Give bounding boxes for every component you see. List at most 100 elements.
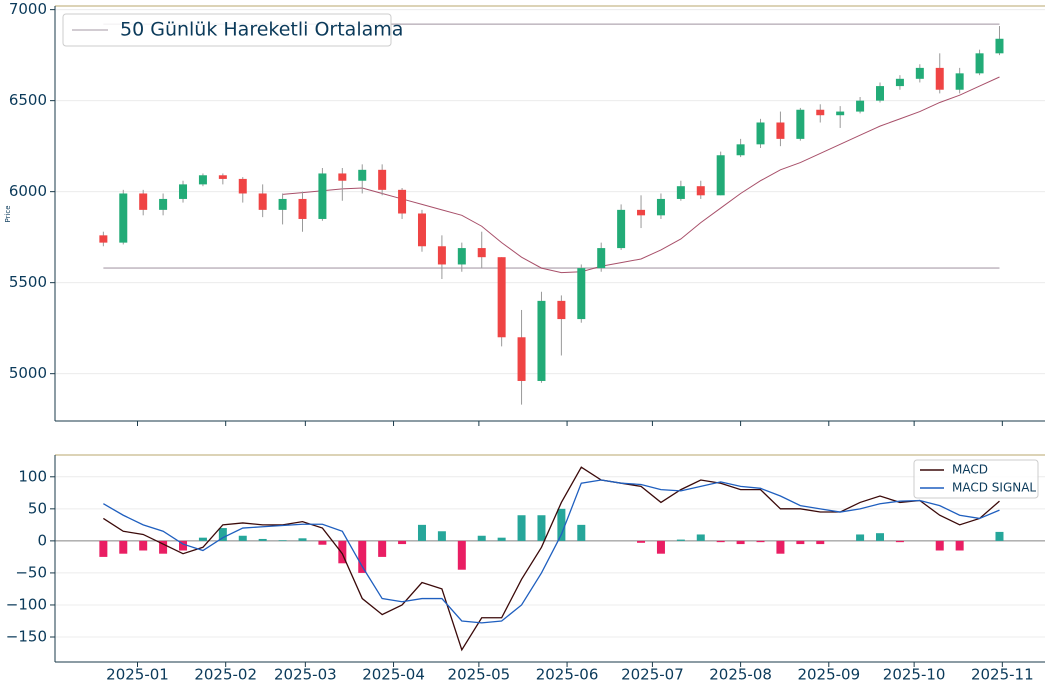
y-tick-label: 6500 [9, 91, 47, 109]
candle-body [497, 257, 506, 338]
x-tick-label: 2025-09 [797, 666, 860, 684]
candle-body [895, 78, 904, 87]
candle-body [378, 169, 387, 190]
x-tick-label: 2025-11 [971, 666, 1034, 684]
candle-body [756, 122, 765, 145]
histogram-bar [179, 540, 188, 551]
histogram-bar [457, 540, 466, 570]
candle-body [179, 184, 188, 199]
candle-body [278, 198, 287, 210]
legend-label: MACD SIGNAL [952, 481, 1036, 495]
candle-body [258, 193, 267, 210]
histogram-bar [796, 540, 805, 545]
candle-body [338, 173, 347, 181]
histogram-bar [876, 533, 884, 541]
candle-body [836, 111, 845, 116]
histogram-bar [318, 540, 327, 545]
y-tick-label: 100 [18, 467, 47, 485]
candle-body [159, 198, 168, 210]
candle-body [557, 300, 566, 320]
candle-body [995, 38, 1004, 54]
candle-body [417, 213, 426, 247]
candle-body [876, 86, 884, 101]
candle-body [577, 268, 586, 320]
candle-body [537, 300, 546, 381]
histogram-bar [417, 524, 426, 541]
candle-body [955, 73, 964, 90]
candle-body [318, 173, 327, 219]
candle-body [597, 248, 606, 269]
candle-body [696, 186, 705, 196]
histogram-bar [756, 540, 765, 543]
histogram-bar [218, 528, 227, 541]
candle-body [477, 248, 486, 258]
histogram-bar [198, 537, 207, 541]
histogram-bar [358, 540, 367, 573]
histogram-bar [637, 540, 646, 543]
candle-body [437, 246, 446, 265]
histogram-bar [816, 540, 825, 545]
x-tick-label: 2025-05 [448, 666, 511, 684]
x-tick-label: 2025-04 [362, 666, 425, 684]
candle-body [915, 67, 924, 79]
candle-body [796, 109, 805, 139]
candle-body [935, 67, 944, 90]
candle-body [457, 248, 466, 265]
histogram-bar [139, 540, 148, 551]
histogram-bar [278, 540, 287, 541]
candle-body [676, 186, 685, 199]
y-axis-label: Price [4, 205, 12, 222]
candle-body [218, 175, 227, 179]
histogram-bar [378, 540, 387, 557]
histogram-bar [995, 531, 1004, 541]
legend-box [913, 459, 1039, 499]
candle-body [637, 209, 646, 216]
histogram-bar [577, 524, 586, 541]
histogram-bar [676, 539, 685, 541]
candle-body [816, 109, 825, 116]
histogram-bar [398, 540, 407, 545]
histogram-bar [238, 535, 247, 541]
histogram-bar [856, 534, 865, 541]
histogram-bar [119, 540, 128, 554]
x-tick-label: 2025-10 [883, 666, 946, 684]
y-tick-label: −100 [6, 595, 47, 613]
candle-body [298, 198, 307, 219]
histogram-bar [557, 508, 566, 541]
legend-box [62, 13, 392, 47]
histogram-bar [338, 540, 347, 564]
candle-body [99, 235, 108, 243]
histogram-bar [258, 538, 267, 541]
candle-body [238, 178, 247, 194]
candle-body [119, 193, 128, 243]
y-tick-label: −50 [15, 563, 47, 581]
x-tick-label: 2025-06 [536, 666, 599, 684]
histogram-bar [298, 538, 307, 541]
histogram-bar [736, 540, 745, 545]
y-tick-label: 5500 [9, 273, 47, 291]
x-tick-label: 2025-08 [709, 666, 772, 684]
legend-label: 50 Günlük Hareketli Ortalama [120, 19, 403, 41]
candle-body [716, 155, 725, 196]
candle-body [975, 53, 984, 74]
candle-body [517, 337, 526, 381]
y-tick-label: 5000 [9, 364, 47, 382]
x-tick-label: 2025-07 [621, 666, 684, 684]
y-tick-label: 7000 [9, 0, 47, 18]
macd-line [103, 466, 1000, 652]
histogram-bar [437, 531, 446, 541]
histogram-bar [159, 540, 168, 554]
x-tick-label: 2025-01 [106, 666, 169, 684]
x-tick-label: 2025-02 [194, 666, 257, 684]
y-tick-label: 50 [28, 499, 47, 517]
candle-body [776, 122, 785, 139]
candle-body [736, 144, 745, 156]
histogram-bar [656, 540, 665, 554]
macd-line [103, 479, 1000, 624]
x-tick-label: 2025-03 [274, 666, 337, 684]
histogram-bar [497, 537, 506, 541]
histogram-bar [895, 540, 904, 543]
candle-body [656, 198, 665, 216]
histogram-bar [477, 535, 486, 541]
